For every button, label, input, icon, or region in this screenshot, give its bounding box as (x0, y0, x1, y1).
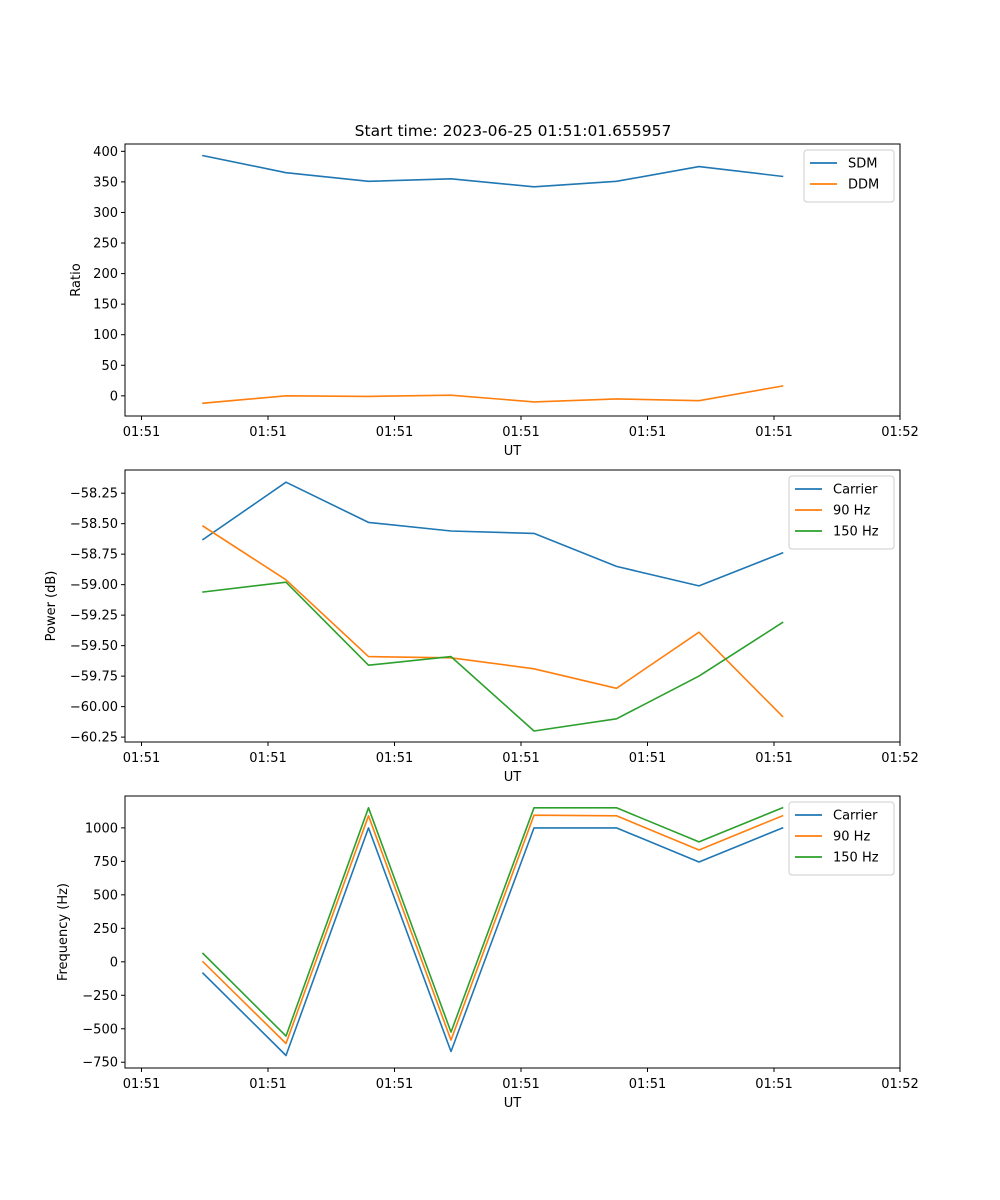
y-tick-label: 250 (93, 237, 118, 252)
legend: SDM DDM (803, 149, 895, 203)
series-line-150-hz (201, 806, 784, 1037)
x-tick-label: 01:52 (881, 751, 918, 766)
legend-label: 90 Hz (833, 830, 870, 845)
y-tick-label: −60.00 (70, 700, 118, 715)
y-tick-label: 400 (93, 145, 118, 160)
chart-panel-2: −60.25 −60.00 −59.75 −59.50 −59.25 −59.00 −58.… (44, 469, 919, 785)
series-line-90-hz (201, 814, 784, 1045)
x-tick-label: 01:51 (123, 751, 160, 766)
axes-frame (124, 795, 901, 1069)
legend-label: 90 Hz (833, 504, 870, 519)
x-tick-label: 01:51 (123, 1077, 160, 1092)
y-tick-label: 0 (110, 955, 118, 970)
series-line-carrier (201, 826, 784, 1057)
x-tick-label: 01:51 (123, 425, 160, 440)
y-tick-label: 1000 (85, 821, 118, 836)
x-axis-label: UT (504, 770, 522, 785)
series-line-carrier (201, 481, 784, 587)
y-tick-label: 500 (93, 888, 118, 903)
x-tick-label: 01:51 (629, 751, 666, 766)
series-line-150-hz (202, 581, 784, 732)
legend: Carrier 90 Hz 150 Hz (788, 475, 895, 550)
x-axis-label: UT (504, 444, 522, 459)
x-tick-label: 01:51 (755, 1077, 792, 1092)
y-tick-label: −58.25 (70, 487, 118, 502)
y-tick-label: −59.75 (70, 670, 118, 685)
x-tick-label: 01:52 (881, 1077, 918, 1092)
y-tick-label: −59.50 (70, 639, 118, 654)
y-tick-label: 200 (93, 267, 118, 282)
x-tick-label: 01:51 (629, 1077, 666, 1092)
legend-label: DDM (848, 178, 879, 193)
chart-panel-3: −750 −500 −250 0 250 500 750 1000 01:51 01:51 01:5… (56, 795, 919, 1111)
x-tick-label: 01:51 (502, 425, 539, 440)
series-line-ddm (202, 385, 784, 405)
x-tick-label: 01:51 (755, 425, 792, 440)
panels: 0 50 100 150 200 250 300 350 400 01:51 01:51 01:51 0… (44, 143, 919, 1111)
axes-frame (124, 469, 901, 743)
x-tick-label: 01:51 (755, 751, 792, 766)
legend-label: SDM (848, 157, 877, 172)
series-line-sdm (202, 154, 784, 188)
x-tick-label: 01:52 (881, 425, 918, 440)
y-tick-label: 0 (110, 389, 118, 404)
legend: Carrier 90 Hz 150 Hz (788, 801, 895, 876)
y-tick-label: −250 (82, 989, 118, 1004)
y-tick-label: 100 (93, 328, 118, 343)
x-tick-label: 01:51 (502, 751, 539, 766)
y-tick-label: 50 (101, 359, 118, 374)
y-tick-label: −500 (82, 1022, 118, 1037)
x-tick-label: 01:51 (249, 751, 286, 766)
x-tick-label: 01:51 (249, 425, 286, 440)
legend-label: 150 Hz (833, 525, 879, 540)
y-tick-label: 300 (93, 206, 118, 221)
x-tick-label: 01:51 (629, 425, 666, 440)
y-axis-label: Power (dB) (44, 571, 59, 642)
y-tick-label: 150 (93, 298, 118, 313)
y-tick-label: −750 (82, 1056, 118, 1071)
figure-title: Start time: 2023-06-25 01:51:01.655957 (355, 122, 672, 140)
y-tick-label: −58.75 (70, 548, 118, 563)
y-axis-label: Ratio (69, 263, 84, 296)
legend-label: Carrier (833, 483, 878, 498)
y-tick-label: 250 (93, 922, 118, 937)
y-tick-label: −58.50 (70, 517, 118, 532)
y-tick-label: 750 (93, 855, 118, 870)
y-tick-label: −59.25 (70, 609, 118, 624)
y-tick-label: 350 (93, 175, 118, 190)
y-tick-label: −60.25 (70, 731, 118, 746)
x-tick-label: 01:51 (376, 1077, 413, 1092)
x-tick-label: 01:51 (502, 1077, 539, 1092)
series-line-90-hz (201, 524, 784, 718)
x-tick-label: 01:51 (376, 751, 413, 766)
x-axis-label: UT (504, 1096, 522, 1111)
chart-panel-1: 0 50 100 150 200 250 300 350 400 01:51 01:51 01:51 0… (69, 143, 919, 459)
legend-label: Carrier (833, 809, 878, 824)
y-axis-label: Frequency (Hz) (56, 883, 71, 981)
x-tick-label: 01:51 (376, 425, 413, 440)
y-tick-label: −59.00 (70, 578, 118, 593)
axes-frame (124, 143, 901, 417)
x-tick-label: 01:51 (249, 1077, 286, 1092)
legend-label: 150 Hz (833, 851, 879, 866)
